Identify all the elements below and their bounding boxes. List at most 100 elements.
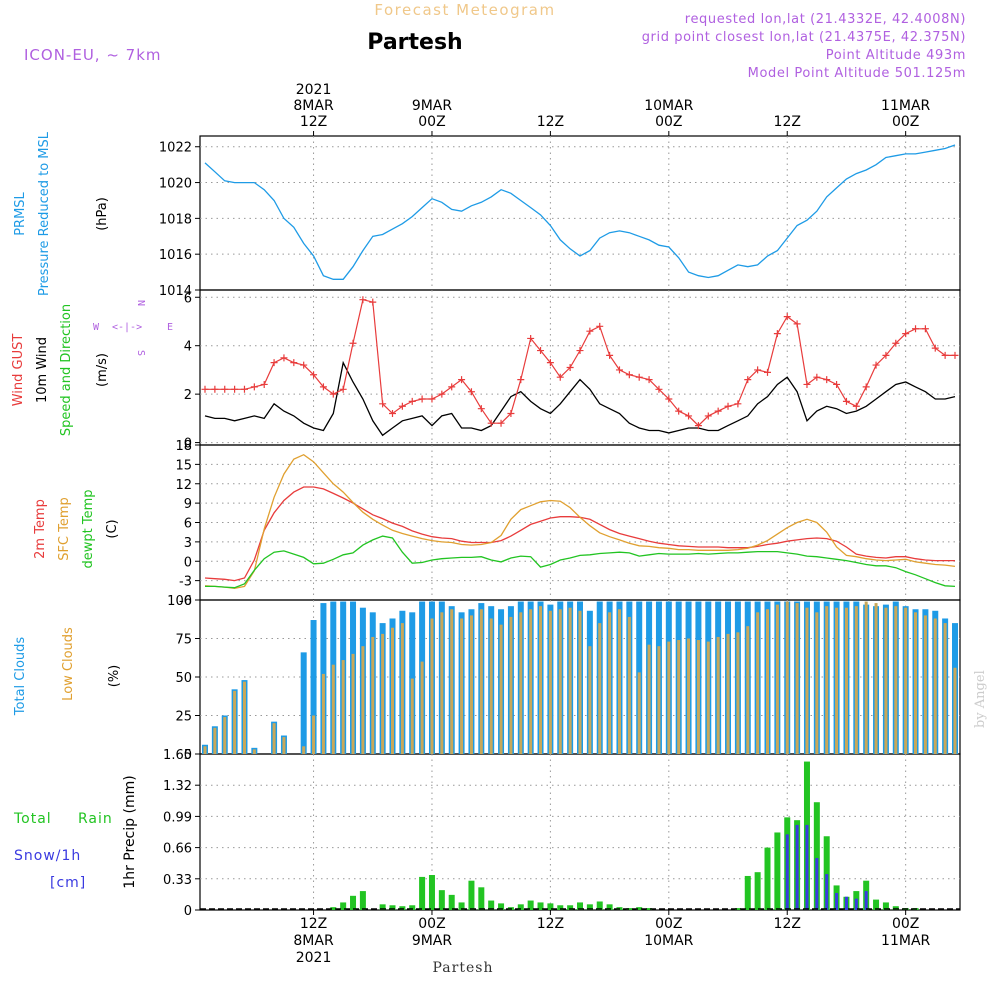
low-cloud-bar (647, 644, 651, 754)
gust-marker (655, 385, 663, 393)
snow-bar (795, 824, 799, 910)
compass-w: W (93, 322, 100, 333)
gust-marker (813, 373, 821, 381)
low-cloud-bar (884, 607, 888, 754)
low-cloud-bar (953, 667, 957, 754)
wind-compass: N W <-|-> E S (93, 300, 173, 356)
gust-marker (349, 339, 357, 347)
gust-marker (487, 419, 495, 427)
gust-marker (852, 402, 860, 410)
low-cloud-bar (558, 609, 562, 754)
tsfc-line (204, 453, 956, 590)
rain-bar (399, 906, 406, 910)
low-cloud-bar (203, 746, 207, 754)
low-cloud-bar (282, 737, 286, 754)
gust-marker (329, 390, 337, 398)
low-cloud-bar (687, 638, 691, 754)
snow-bar (844, 896, 848, 910)
low-cloud-bar (548, 610, 552, 754)
gust-marker (300, 361, 308, 369)
gust-marker (645, 376, 653, 384)
pressure-ytick-label: 1018 (159, 212, 192, 227)
gust-marker (823, 376, 831, 384)
rain-bar (882, 902, 889, 910)
wind-ytick-label: 4 (184, 340, 192, 355)
low-cloud-bar (223, 717, 227, 754)
rain-bar (577, 902, 583, 910)
top-time-label: 00Z (418, 114, 445, 130)
low-cloud-bar (371, 636, 375, 754)
gust-marker (665, 395, 673, 403)
rain-bar (340, 902, 347, 910)
gust-marker (438, 390, 446, 398)
rain-bar (419, 876, 426, 910)
top-time-label: 12Z (774, 114, 801, 130)
gust-marker (477, 405, 485, 413)
low-cloud-bar (242, 681, 246, 754)
temp-label-2: SFC Temp (57, 497, 72, 561)
rain-bar (527, 900, 534, 910)
temp-ytick-label: -6 (179, 594, 192, 609)
bottom-time-label: 12Z (774, 916, 801, 932)
gust-marker (546, 359, 554, 367)
temp-ytick-label: 12 (175, 478, 192, 493)
temp-ytick-label: 3 (184, 536, 192, 551)
point-altitude: Point Altitude 493m (826, 48, 966, 63)
gust-marker (912, 325, 920, 333)
rain-bar (606, 904, 613, 910)
total-cloud-bar (300, 652, 307, 754)
low-cloud-bar (400, 623, 404, 754)
top-time-label: 11MAR (881, 98, 930, 114)
low-cloud-bar (736, 632, 740, 754)
gust-marker (566, 364, 574, 371)
rain-bar (823, 836, 830, 910)
plot-layer: 101410161018102010220246-6-3036912151802… (159, 82, 961, 966)
low-cloud-bar (943, 623, 947, 754)
gust-marker (398, 402, 406, 410)
pressure-ytick-label: 1014 (159, 284, 192, 299)
bottom-time-label: 9MAR (412, 933, 453, 949)
rain-bar (448, 894, 455, 910)
temp-label-1: 2m Temp (33, 499, 48, 559)
low-cloud-bar (766, 609, 769, 754)
t2m-line (204, 486, 955, 582)
gust-marker (744, 376, 752, 384)
credit-watermark: by Angel (973, 670, 988, 728)
footer-station: Partesh (433, 960, 494, 976)
gust-marker (882, 351, 890, 359)
gust-marker (842, 397, 850, 405)
rain-bar (734, 908, 741, 910)
gust-marker (596, 322, 604, 330)
gust-marker (517, 376, 525, 384)
gust-marker (586, 327, 594, 335)
clouds-ytick-label: 50 (175, 671, 192, 686)
rain-bar (409, 905, 416, 910)
precip-ytick-label: 0.99 (163, 810, 192, 825)
gust-marker (211, 385, 219, 393)
wind-ytick-label: 6 (184, 291, 192, 306)
compass-s: S (135, 350, 146, 356)
gust-marker (675, 407, 683, 415)
compass-arrows: <-|-> (112, 322, 142, 333)
gust-marker (803, 380, 811, 388)
rain-bar (330, 907, 337, 910)
gust-marker (921, 325, 929, 333)
clouds-unit: (%) (107, 665, 122, 688)
low-cloud-bar (381, 633, 385, 754)
low-cloud-bar (391, 627, 394, 754)
gust-marker (408, 397, 416, 405)
low-cloud-bar (321, 673, 325, 754)
gust-marker (833, 380, 841, 388)
snow-bar (825, 874, 829, 910)
total-cloud-bar (310, 620, 317, 754)
gust-marker (339, 385, 347, 393)
low-cloud-bar (726, 633, 730, 754)
temp-ytick-label: 9 (184, 497, 192, 512)
rain-bar (488, 900, 495, 910)
gust-marker (221, 385, 229, 393)
top-time-label: 00Z (655, 114, 682, 130)
compass-n: N (135, 300, 146, 306)
precip-label-cm: [cm] (50, 875, 86, 891)
clouds-ytick-label: 0 (184, 748, 192, 763)
pressure-ytick-label: 1016 (159, 248, 192, 263)
